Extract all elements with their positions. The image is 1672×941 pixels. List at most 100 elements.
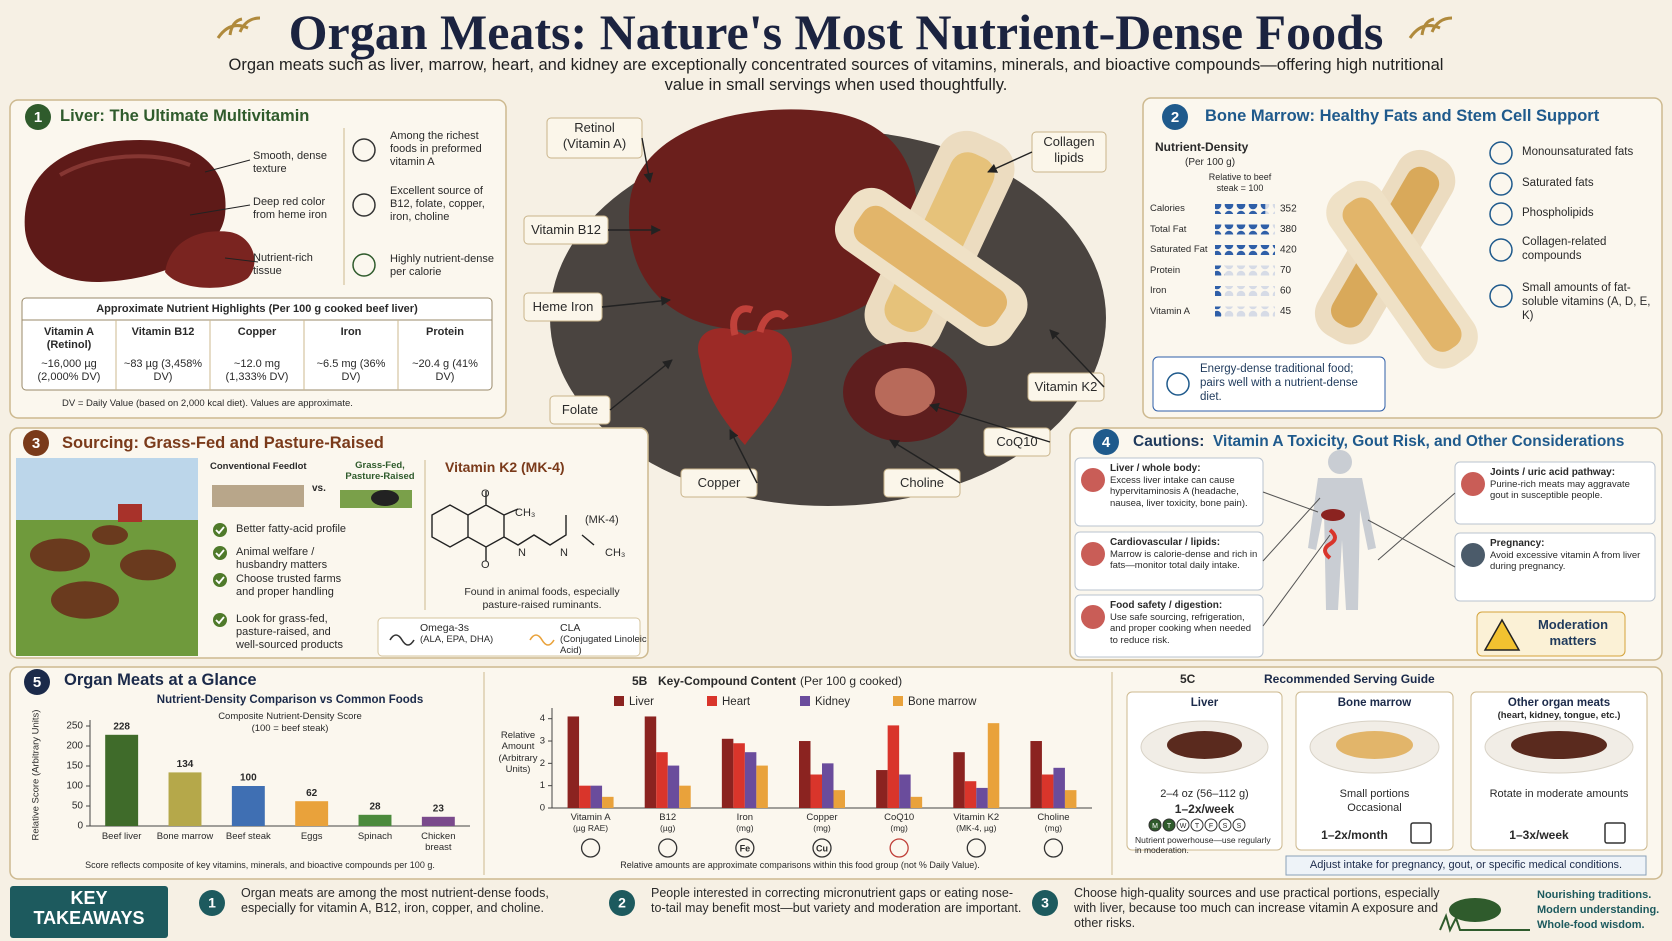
density-value: 380 <box>1280 224 1297 235</box>
bar <box>1030 741 1042 808</box>
card-frequency: 1–2x/week <box>1174 802 1235 816</box>
density-category: Protein <box>1150 264 1181 276</box>
icon <box>352 138 376 162</box>
pasture-sky <box>16 458 198 528</box>
compound-icon <box>812 838 832 858</box>
density-title: Nutrient-Density <box>1155 140 1249 154</box>
y-tick-label: 50 <box>72 801 84 812</box>
compare-label: Conventional Feedlot <box>210 461 307 472</box>
chart-subtitle: Composite Nutrient-Density Score <box>218 711 362 722</box>
pointer-arrow <box>987 151 1033 173</box>
feature-label: Nutrient-rich tissue <box>253 252 313 278</box>
value-label: 62 <box>306 788 318 799</box>
chart-title: Nutrient-Density Comparison vs Common Fo… <box>156 694 424 706</box>
organ-liver <box>1321 509 1345 521</box>
legend-label: Liver <box>629 696 654 708</box>
caution-text: Excess liver intake can cause hypervitam… <box>1110 475 1248 509</box>
connector <box>1262 497 1321 562</box>
bar <box>602 796 614 808</box>
bone-group <box>1326 180 1478 369</box>
x-tick-label: Chicken breast <box>421 831 456 854</box>
x-tick-label: Spinach <box>357 831 393 842</box>
page-title: Organ Meats: Nature's Most Nutrient-Dens… <box>288 4 1384 60</box>
organ-icon <box>1461 543 1485 567</box>
note-box <box>1152 356 1386 412</box>
day-label: T <box>1167 823 1172 830</box>
heart-vessel <box>730 305 789 336</box>
feature-label: Smooth, dense texture <box>253 150 327 176</box>
day-dot <box>1148 818 1162 832</box>
extra-icon <box>529 634 555 646</box>
x-tick-unit: (µg RAE) <box>573 823 609 833</box>
section-title: Bone Marrow: Healthy Fats and Stem Cell … <box>1205 107 1600 125</box>
legend-label: Heart <box>722 696 751 708</box>
section-badge <box>1162 104 1188 130</box>
leader-line <box>224 257 259 263</box>
legend-swatch <box>893 696 903 706</box>
x-tick-unit: (mg) <box>1044 823 1063 833</box>
bar <box>744 752 757 808</box>
section-title: Organ Meats at a Glance <box>64 671 257 689</box>
marrow <box>1342 197 1462 352</box>
section-title: Vitamin A Toxicity, Gout Risk, and Other… <box>1213 433 1625 450</box>
icon <box>1489 172 1513 196</box>
liver-sheen <box>59 154 191 177</box>
caution-title: Food safety / digestion: <box>1110 600 1223 611</box>
day-dot <box>1218 818 1232 832</box>
extra-name: Omega-3s <box>420 622 470 634</box>
legend-swatch <box>614 696 624 706</box>
day-label: F <box>1209 823 1213 830</box>
molecule <box>431 491 595 561</box>
bone-group <box>834 187 1028 347</box>
callout-label: Vitamin B12 <box>531 222 601 237</box>
takeaway-badge <box>1032 890 1058 916</box>
table-frame <box>21 297 493 391</box>
table-header: Vitamin A (Retinol) <box>43 326 95 352</box>
callout-label: Choline <box>899 475 945 490</box>
density-category: Saturated Fat <box>1150 244 1208 255</box>
badge-text: Moderation matters <box>1537 617 1609 648</box>
section-number: 4 <box>1102 434 1111 451</box>
cow <box>120 549 176 581</box>
icon <box>1489 202 1513 226</box>
legend-swatch <box>707 696 717 706</box>
marrow <box>853 205 1008 328</box>
density-category: Total Fat <box>1150 223 1187 235</box>
check-mark <box>215 549 225 558</box>
value-label: 28 <box>369 801 381 812</box>
density-category: Vitamin A <box>1150 305 1190 317</box>
y-tick-label: 1 <box>540 780 545 791</box>
value-label: 228 <box>113 721 130 732</box>
pointer-arrow <box>929 402 1051 443</box>
pointer-arrow <box>1049 329 1105 388</box>
laurel <box>216 16 261 39</box>
barn <box>118 504 142 522</box>
card-detail: Occasional <box>1347 802 1402 814</box>
day-label: T <box>1195 823 1200 830</box>
day-dot <box>1204 818 1218 832</box>
page-subtitle: Organ meats such as liver, marrow, heart… <box>228 56 1444 94</box>
dot-track <box>1215 286 1275 296</box>
density-dots <box>1215 286 1224 296</box>
takeaway-text: Organ meats are among the most nutrient-… <box>241 886 549 915</box>
compound-icon <box>966 838 986 858</box>
density-value: 70 <box>1280 265 1292 276</box>
density-dots <box>1215 224 1270 235</box>
organ-icon <box>1081 605 1105 629</box>
table-cell: ~20.4 g (41% DV) <box>412 358 478 384</box>
density-dots <box>1215 306 1222 317</box>
caution-text: Marrow is calorie-dense and rich in fats… <box>1110 549 1258 572</box>
caution-title: Joints / uric acid pathway: <box>1490 467 1616 478</box>
connector <box>1367 519 1456 568</box>
bar <box>590 785 603 808</box>
dot-track <box>1215 306 1275 317</box>
highlight-text: Highly nutrient-dense per calorie <box>390 253 494 279</box>
bar <box>679 785 691 808</box>
caution-title: Liver / whole body: <box>1110 463 1201 474</box>
compound-icon <box>889 838 909 858</box>
leader-line <box>204 159 251 173</box>
feature-text: Saturated fats <box>1522 177 1594 189</box>
cow <box>51 581 119 619</box>
extra-name: CLA <box>560 622 581 634</box>
chart-code: 5B <box>632 674 648 688</box>
